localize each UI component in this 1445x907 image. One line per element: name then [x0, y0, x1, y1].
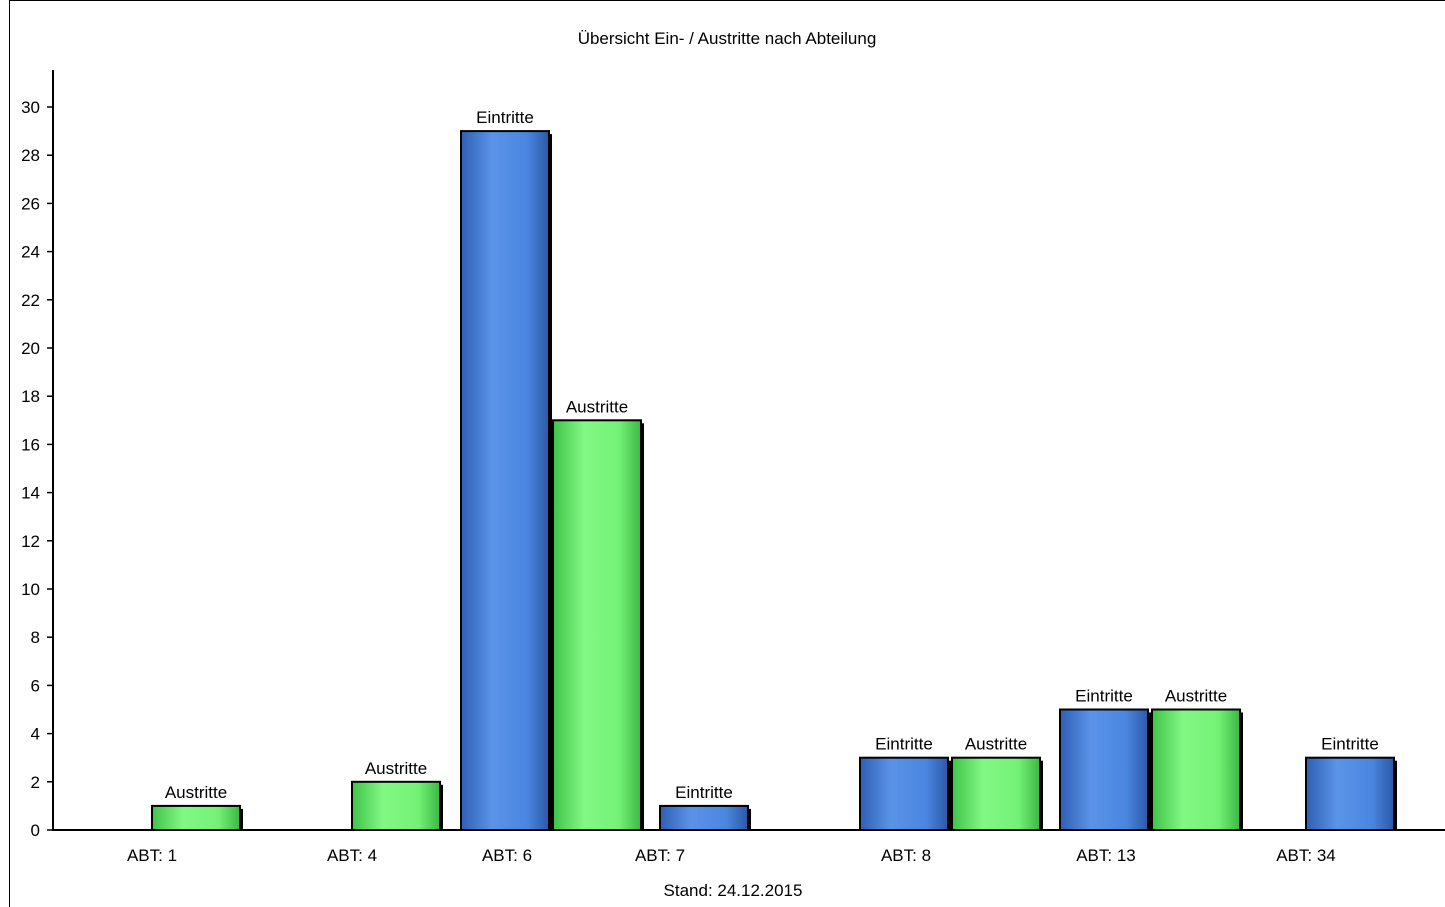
bar-austritte — [951, 756, 1041, 832]
y-tick-label: 4 — [31, 725, 40, 744]
y-tick-label: 26 — [21, 194, 40, 213]
y-tick-label: 28 — [21, 146, 40, 165]
bar-label: Austritte — [365, 759, 427, 778]
bar-label: Austritte — [566, 397, 628, 416]
bar-austritte — [151, 804, 241, 832]
y-tick-label: 6 — [31, 676, 40, 695]
y-tick-label: 12 — [21, 532, 40, 551]
y-tick-label: 20 — [21, 339, 40, 358]
bar-label: Austritte — [165, 783, 227, 802]
bars — [151, 130, 1397, 832]
bar-label: Eintritte — [1075, 687, 1133, 706]
x-tick-label: ABT: 1 — [127, 846, 177, 865]
bar-label: Austritte — [1165, 687, 1227, 706]
y-tick-label: 0 — [31, 821, 40, 840]
bar-label: Austritte — [965, 735, 1027, 754]
x-tick-label: ABT: 34 — [1276, 846, 1336, 865]
y-tick-label: 8 — [31, 628, 40, 647]
x-tick-label: ABT: 7 — [635, 846, 685, 865]
x-tick-label: ABT: 13 — [1076, 846, 1136, 865]
bar-label: Eintritte — [476, 108, 534, 127]
y-tick-label: 14 — [21, 484, 40, 503]
bar-eintritte — [1305, 756, 1395, 832]
bar-label: Eintritte — [675, 783, 733, 802]
y-tick-label: 30 — [21, 98, 40, 117]
bar-austritte — [552, 419, 642, 831]
x-tick-label: ABT: 4 — [327, 846, 377, 865]
y-tick-label: 18 — [21, 387, 40, 406]
bar-austritte — [1151, 708, 1241, 831]
bar-eintritte — [859, 756, 949, 832]
y-tick-label: 24 — [21, 243, 40, 262]
x-tick-label: ABT: 6 — [482, 846, 532, 865]
y-tick-label: 2 — [31, 773, 40, 792]
y-tick-label: 22 — [21, 291, 40, 310]
y-tick-label: 16 — [21, 435, 40, 454]
x-axis-label: Stand: 24.12.2015 — [664, 881, 803, 900]
bar-austritte — [351, 780, 441, 831]
chart-title: Übersicht Ein- / Austritte nach Abteilun… — [578, 29, 877, 48]
x-axis-ticks: ABT: 1 ABT: 4 ABT: 6 ABT: 7 ABT: 8 ABT: 13 ABT… — [127, 846, 1336, 865]
bar-label: Eintritte — [875, 735, 933, 754]
x-tick-label: ABT: 8 — [881, 846, 931, 865]
bar-label: Eintritte — [1321, 735, 1379, 754]
y-tick-label: 10 — [21, 580, 40, 599]
bar-eintritte — [659, 804, 749, 832]
bar-eintritte — [460, 130, 550, 832]
bar-eintritte — [1059, 708, 1149, 831]
bar-labels: Austritte Austritte Eintritte Austritte Eint… — [165, 108, 1379, 802]
